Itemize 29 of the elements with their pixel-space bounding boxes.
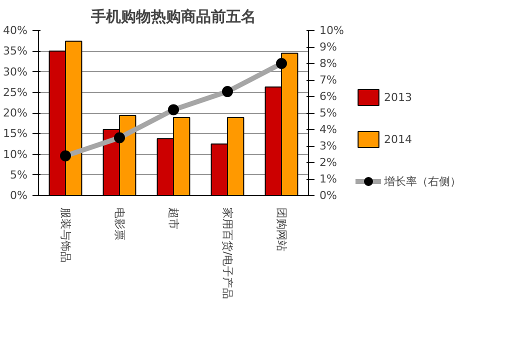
y-tick-label: 10% bbox=[3, 148, 28, 161]
y-tick-label: 15% bbox=[3, 127, 28, 140]
chart-title: 手机购物热购商品前五名 bbox=[90, 8, 256, 26]
y2-tick-label: 3% bbox=[320, 140, 337, 152]
y2-tick-label: 9% bbox=[320, 40, 337, 54]
y-tick-label: 35% bbox=[3, 44, 28, 58]
x-tick-label: 超市 bbox=[167, 208, 180, 230]
y2-tick-label: 6% bbox=[320, 90, 337, 103]
y2-tick-label: 7% bbox=[320, 74, 337, 86]
x-tick-label: 电影票 bbox=[113, 208, 126, 240]
y2-tick-label: 0% bbox=[320, 189, 337, 202]
y-tick-label: 20% bbox=[3, 106, 28, 120]
y-tick-label: 40% bbox=[3, 24, 28, 37]
x-tick-label: 团购网站 bbox=[275, 208, 288, 252]
y-tick-label: 0% bbox=[10, 189, 28, 202]
y2-tick-label: 2% bbox=[320, 156, 337, 169]
y2-tick-label: 4% bbox=[320, 123, 337, 136]
y2-tick-label: 8% bbox=[320, 57, 337, 70]
y-tick-label: 5% bbox=[10, 168, 28, 182]
x-tick-label: 服装与饰品 bbox=[59, 208, 72, 262]
legend-label: 2013 bbox=[384, 90, 412, 104]
legend-label: 增长率（右侧） bbox=[384, 174, 461, 188]
y-tick-label: 30% bbox=[3, 65, 28, 78]
y2-tick-label: 10% bbox=[320, 24, 344, 37]
y2-tick-label: 5% bbox=[320, 106, 337, 120]
legend-label: 2014 bbox=[384, 132, 412, 146]
x-tick-label: 家用百货/电子产品 bbox=[221, 208, 234, 300]
y2-tick-label: 1% bbox=[320, 172, 337, 186]
y-tick-label: 25% bbox=[3, 86, 28, 99]
